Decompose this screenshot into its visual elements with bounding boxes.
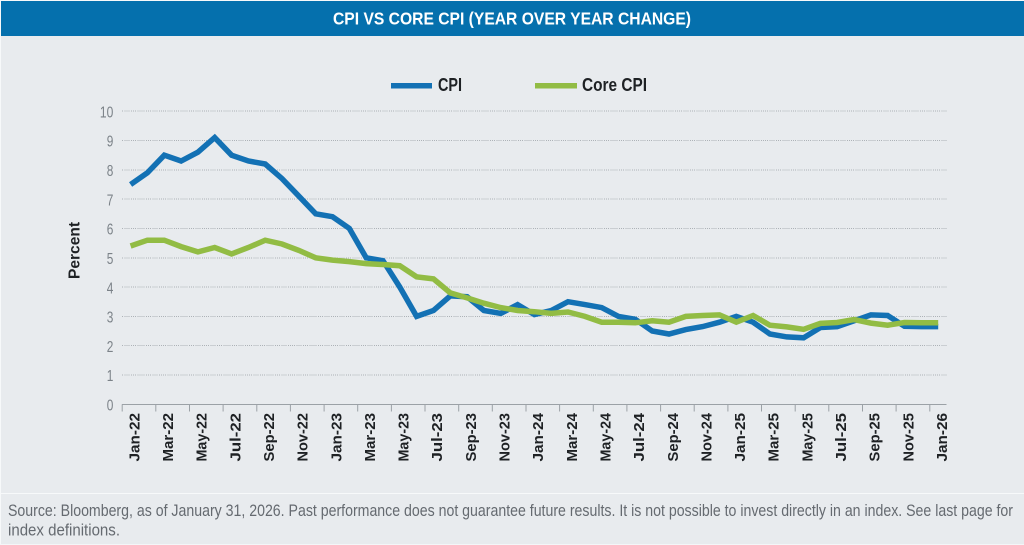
svg-text:Percent: Percent xyxy=(67,221,84,279)
svg-text:Core CPI: Core CPI xyxy=(582,75,647,95)
svg-text:Jan-26: Jan-26 xyxy=(934,413,951,462)
svg-text:1: 1 xyxy=(107,368,114,385)
svg-text:Jan-23: Jan-23 xyxy=(328,413,345,462)
svg-text:May-24: May-24 xyxy=(598,412,615,461)
svg-text:Jul-25: Jul-25 xyxy=(833,413,850,462)
svg-text:6: 6 xyxy=(107,222,114,239)
svg-text:Nov-22: Nov-22 xyxy=(295,413,312,462)
svg-text:CPI VS CORE CPI (YEAR OVER YEA: CPI VS CORE CPI (YEAR OVER YEAR CHANGE) xyxy=(333,9,691,29)
svg-text:index definitions.: index definitions. xyxy=(8,522,120,540)
svg-text:Sep-22: Sep-22 xyxy=(261,413,278,462)
svg-text:Sep-25: Sep-25 xyxy=(867,413,884,462)
svg-text:Source: Bloomberg, as of Janua: Source: Bloomberg, as of January 31, 202… xyxy=(8,502,1013,520)
svg-text:May-22: May-22 xyxy=(194,413,211,462)
svg-text:Jan-25: Jan-25 xyxy=(732,413,749,462)
svg-text:Jan-22: Jan-22 xyxy=(126,413,143,462)
svg-text:2: 2 xyxy=(107,339,114,356)
svg-text:Jan-24: Jan-24 xyxy=(530,412,547,461)
svg-text:Jul-24: Jul-24 xyxy=(631,412,648,461)
svg-text:8: 8 xyxy=(107,163,114,180)
svg-text:CPI: CPI xyxy=(438,75,462,95)
svg-text:4: 4 xyxy=(107,280,114,297)
svg-text:Mar-24: Mar-24 xyxy=(564,412,581,461)
svg-text:May-23: May-23 xyxy=(396,413,413,462)
svg-text:5: 5 xyxy=(107,251,114,268)
svg-text:Nov-24: Nov-24 xyxy=(698,412,715,461)
svg-text:Jul-22: Jul-22 xyxy=(227,413,244,462)
svg-text:May-25: May-25 xyxy=(799,413,816,462)
svg-text:7: 7 xyxy=(107,192,114,209)
svg-text:3: 3 xyxy=(107,310,114,327)
svg-text:Sep-23: Sep-23 xyxy=(463,413,480,462)
svg-text:9: 9 xyxy=(107,134,114,151)
svg-text:Mar-23: Mar-23 xyxy=(362,413,379,462)
svg-text:Jul-23: Jul-23 xyxy=(429,413,446,462)
svg-text:0: 0 xyxy=(107,398,114,415)
svg-text:10: 10 xyxy=(100,104,113,121)
svg-text:Mar-22: Mar-22 xyxy=(160,413,177,462)
svg-text:Nov-23: Nov-23 xyxy=(497,413,514,462)
svg-text:Mar-25: Mar-25 xyxy=(766,413,783,462)
svg-text:Sep-24: Sep-24 xyxy=(665,412,682,461)
svg-text:Nov-25: Nov-25 xyxy=(900,413,917,462)
